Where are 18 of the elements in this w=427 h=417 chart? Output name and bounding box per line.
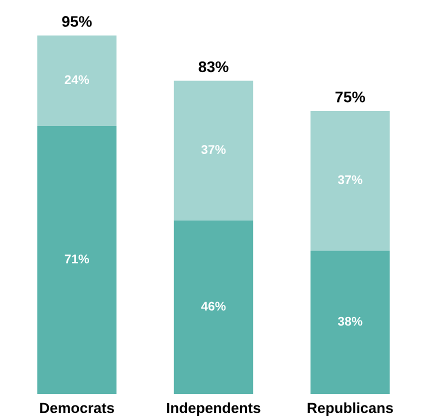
total-label: 95% <box>62 16 92 27</box>
data-label: 37% <box>338 175 362 184</box>
bar <box>37 35 116 126</box>
data-label: 71% <box>64 254 90 264</box>
bar <box>174 220 254 394</box>
bar <box>37 126 116 394</box>
x-tick-label: Republicans <box>308 402 393 416</box>
data-label: 46% <box>201 302 226 311</box>
x-tick-label: Independents <box>167 402 260 416</box>
x-tick-label: Democrats <box>40 402 114 414</box>
bar <box>310 250 390 394</box>
bar <box>310 110 390 251</box>
data-label: 38% <box>338 316 362 326</box>
data-label: 24% <box>64 75 90 84</box>
total-label: 75% <box>336 92 366 102</box>
bar <box>174 80 254 220</box>
data-label: 37% <box>201 145 226 154</box>
total-label: 83% <box>198 61 228 72</box>
